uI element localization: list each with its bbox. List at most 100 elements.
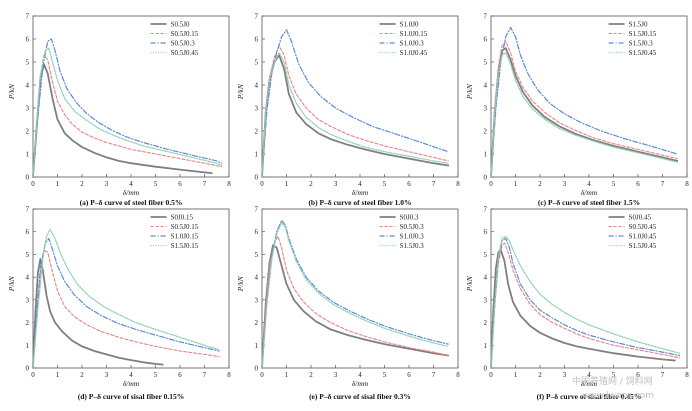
legend-entry: S0.5J0.15 xyxy=(171,223,199,231)
x-tick-label: 0 xyxy=(260,180,264,188)
y-tick-label: 5 xyxy=(26,251,30,259)
series-line-1 xyxy=(32,258,164,369)
x-tick-label: 3 xyxy=(105,371,109,379)
x-tick-label: 4 xyxy=(129,371,133,379)
legend-entry: S1.0J0.15 xyxy=(171,233,199,241)
series-line-2 xyxy=(490,40,678,178)
x-tick-label: 4 xyxy=(358,371,362,379)
x-axis-label: δ/mm xyxy=(352,379,369,388)
x-tick-label: 6 xyxy=(178,371,182,379)
x-tick-label: 1 xyxy=(56,371,60,379)
x-tick-label: 4 xyxy=(587,180,591,188)
y-tick-label: 1 xyxy=(26,342,30,350)
y-tick-label: 6 xyxy=(484,228,488,236)
x-tick-label: 6 xyxy=(636,180,640,188)
x-tick-label: 6 xyxy=(407,180,411,188)
x-tick-label: 4 xyxy=(129,180,133,188)
x-tick-label: 6 xyxy=(636,371,640,379)
y-tick-label: 7 xyxy=(484,206,488,214)
x-tick-label: 4 xyxy=(587,371,591,379)
y-axis-label: P/kN xyxy=(465,83,474,100)
chart-panel-6: 0 1 2 3 4 5 6 7 8 0 1 2 3 4 5 6 7 δ/mm P/kN S0J0.45S0.5J0.4… xyxy=(465,206,689,402)
x-tick-label: 1 xyxy=(514,371,518,379)
x-tick-label: 5 xyxy=(612,180,616,188)
x-tick-label: 1 xyxy=(285,371,289,379)
x-axis-label: δ/mm xyxy=(123,379,140,388)
x-tick-label: 2 xyxy=(80,371,84,379)
x-tick-label: 0 xyxy=(260,371,264,379)
legend-entry: S1.0J0.3 xyxy=(400,233,425,241)
x-tick-label: 7 xyxy=(661,180,665,188)
x-tick-label: 3 xyxy=(563,180,567,188)
y-axis-label: P/kN xyxy=(465,275,474,292)
legend-entry: S1.5J0.45 xyxy=(629,242,657,250)
y-tick-label: 6 xyxy=(26,228,30,236)
series-line-2 xyxy=(261,45,449,178)
x-tick-label: 7 xyxy=(432,180,436,188)
x-tick-label: 1 xyxy=(56,180,60,188)
legend-entry: S1.5J0.3 xyxy=(629,40,654,48)
panel-caption: (c) P–δ curve of steel fiber 1.5% xyxy=(538,198,640,207)
y-tick-label: 4 xyxy=(26,274,30,282)
x-tick-label: 0 xyxy=(489,371,493,379)
x-tick-label: 7 xyxy=(432,371,436,379)
y-tick-label: 0 xyxy=(484,174,488,182)
series-line-4 xyxy=(32,228,220,369)
x-tick-label: 8 xyxy=(456,180,460,188)
chart-panel-4: 0 1 2 3 4 5 6 7 8 0 1 2 3 4 5 6 7 δ/mm P/kN S0J0.15S0.5J0.1… xyxy=(7,206,231,402)
x-tick-label: 7 xyxy=(203,180,207,188)
x-tick-label: 5 xyxy=(154,371,158,379)
legend-entry: S1.0J0 xyxy=(400,21,419,29)
x-tick-label: 2 xyxy=(309,180,313,188)
x-tick-label: 1 xyxy=(514,180,518,188)
x-tick-label: 5 xyxy=(383,180,387,188)
x-tick-label: 3 xyxy=(563,371,567,379)
y-tick-label: 6 xyxy=(484,36,488,44)
y-tick-label: 2 xyxy=(484,319,488,327)
y-tick-label: 0 xyxy=(26,174,30,182)
x-tick-label: 0 xyxy=(31,180,35,188)
series-line-4 xyxy=(261,221,449,369)
legend-entry: S0.5J0.15 xyxy=(171,30,199,38)
y-tick-label: 6 xyxy=(255,36,259,44)
series-line-3 xyxy=(490,26,678,178)
legend-entry: S0.5J0.45 xyxy=(171,49,199,57)
panel-caption: (b) P–δ curve of steel fiber 1.0% xyxy=(308,198,411,207)
series-line-4 xyxy=(32,47,223,178)
y-tick-label: 7 xyxy=(26,206,30,214)
x-tick-label: 0 xyxy=(489,180,493,188)
series-line-1 xyxy=(261,244,450,369)
legend-entry: S0.5J0.3 xyxy=(171,40,196,48)
y-tick-label: 4 xyxy=(255,82,259,90)
y-tick-label: 0 xyxy=(26,365,30,373)
x-tick-label: 1 xyxy=(285,180,289,188)
series-line-4 xyxy=(261,52,449,178)
x-tick-label: 5 xyxy=(383,371,387,379)
series-line-3 xyxy=(261,219,449,369)
y-axis-label: P/kN xyxy=(236,83,245,100)
x-tick-label: 3 xyxy=(334,371,338,379)
legend-entry: S0J0.15 xyxy=(171,214,194,222)
y-tick-label: 3 xyxy=(255,105,259,113)
x-tick-label: 0 xyxy=(31,371,35,379)
legend-entry: S0.5J0.3 xyxy=(400,223,425,231)
y-tick-label: 7 xyxy=(255,13,259,21)
series-line-2 xyxy=(490,242,681,369)
series-line-3 xyxy=(32,38,223,178)
y-tick-label: 4 xyxy=(484,274,488,282)
y-tick-label: 4 xyxy=(255,274,259,282)
y-tick-label: 3 xyxy=(484,296,488,304)
y-tick-label: 3 xyxy=(484,105,488,113)
x-tick-label: 8 xyxy=(227,371,231,379)
y-tick-label: 1 xyxy=(484,342,488,350)
legend-entry: S0J0.3 xyxy=(400,214,419,222)
panel-caption: (e) P–δ curve of sisal fiber 0.3% xyxy=(309,392,411,401)
y-tick-label: 2 xyxy=(255,319,259,327)
y-axis-label: P/kN xyxy=(7,83,16,100)
series-line-1 xyxy=(490,47,679,178)
y-tick-label: 0 xyxy=(255,365,259,373)
y-tick-label: 5 xyxy=(26,59,30,67)
legend-entry: S1.0J0.15 xyxy=(400,30,428,38)
x-axis-label: δ/mm xyxy=(123,188,140,197)
legend-entry: S1.5J0.15 xyxy=(171,242,199,250)
